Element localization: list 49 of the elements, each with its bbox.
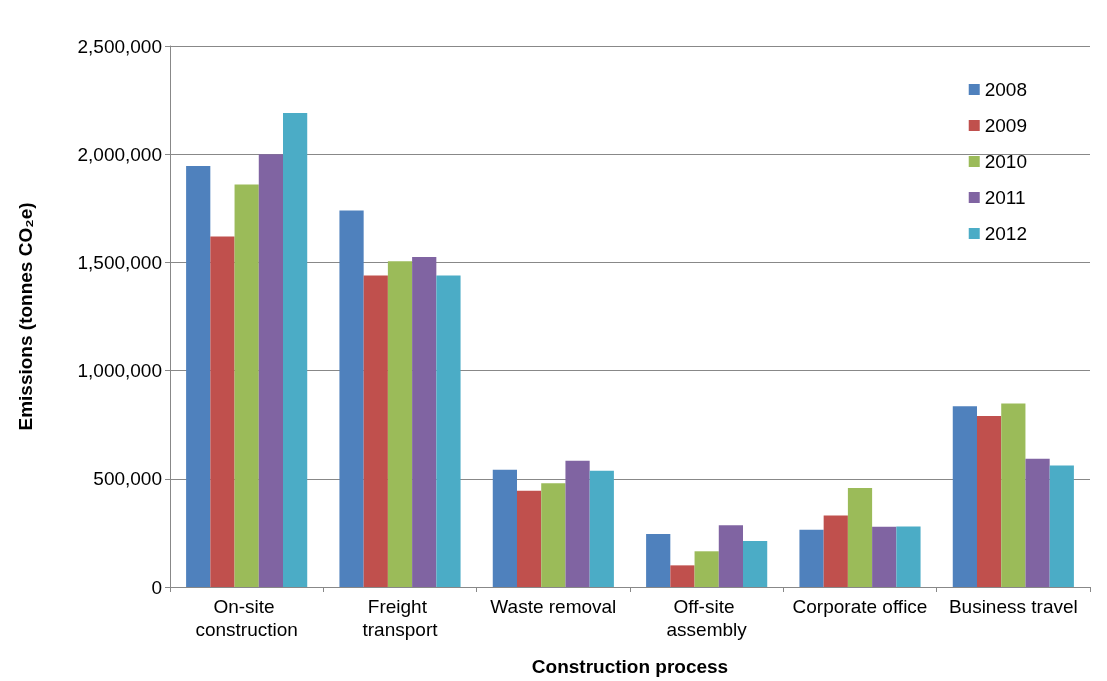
bar — [1001, 403, 1026, 587]
legend-label: 2012 — [984, 223, 1028, 244]
bar — [694, 551, 719, 587]
x-tick-label: Off-site assembly — [666, 596, 748, 640]
bar — [258, 154, 284, 587]
bar — [718, 525, 744, 587]
bar — [589, 470, 614, 587]
bar — [952, 406, 977, 587]
bar — [646, 533, 671, 587]
bar — [670, 565, 695, 587]
bar — [186, 166, 211, 587]
legend-label: 2010 — [984, 151, 1028, 172]
bar — [1049, 465, 1074, 587]
y-tick-label: 2,000,000 — [77, 143, 162, 165]
bar — [210, 236, 235, 587]
bar — [387, 261, 413, 587]
x-tick-label: On-site construction — [195, 596, 298, 640]
y-tick-label: 1,000,000 — [77, 360, 162, 382]
bar — [799, 529, 824, 587]
legend-label: 2008 — [984, 79, 1028, 100]
x-tick-label: Corporate office — [792, 596, 928, 617]
bar — [412, 256, 437, 587]
bar — [743, 541, 768, 587]
legend-label: 2011 — [984, 187, 1026, 208]
bar — [823, 515, 848, 587]
x-tick-label: Freight transport — [362, 596, 439, 640]
bar — [847, 488, 873, 587]
bar — [436, 275, 461, 587]
bar — [1025, 458, 1050, 587]
y-tick-label: 1,500,000 — [77, 251, 162, 273]
bar — [565, 460, 590, 587]
bar — [339, 210, 364, 587]
y-tick-label: 2,500,000 — [77, 35, 162, 57]
bar — [516, 490, 542, 587]
x-tick-label: Waste removal — [490, 596, 617, 617]
bar — [541, 483, 566, 587]
bar — [234, 184, 259, 587]
legend-label: 2009 — [984, 115, 1028, 136]
x-tick-label: Business travel — [948, 596, 1078, 617]
bar — [976, 416, 1002, 587]
x-axis-title: Construction process — [531, 656, 729, 677]
bar — [363, 275, 388, 587]
bar — [896, 526, 921, 587]
y-tick-label: 500,000 — [93, 468, 162, 490]
bar — [283, 113, 308, 587]
y-axis-title: Emissions (tonnes CO₂e) — [15, 202, 36, 431]
bar — [492, 469, 517, 587]
y-tick-label: 0 — [151, 576, 162, 598]
bar — [872, 526, 897, 587]
